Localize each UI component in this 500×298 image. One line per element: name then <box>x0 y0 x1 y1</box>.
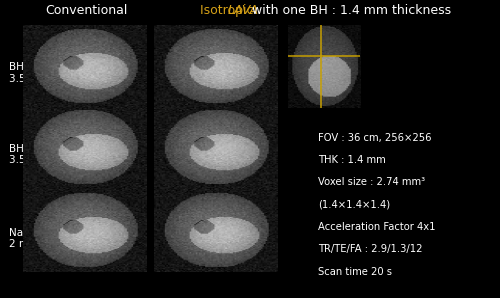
Text: BH
3.5 mm: BH 3.5 mm <box>8 144 49 165</box>
Text: AIR: AIR <box>340 95 357 105</box>
Text: Scan time 20 s: Scan time 20 s <box>318 267 392 277</box>
Text: Voxel size : 2.74 mm³: Voxel size : 2.74 mm³ <box>318 177 426 187</box>
Text: AIR: AIR <box>258 94 275 104</box>
Text: Nav
2 mm: Nav 2 mm <box>8 228 39 249</box>
Text: Acceleration Factor 4x1: Acceleration Factor 4x1 <box>318 222 436 232</box>
Text: AIR: AIR <box>258 257 275 268</box>
Text: FOV : 36 cm, 256×256: FOV : 36 cm, 256×256 <box>318 133 432 143</box>
Text: Isotropic: Isotropic <box>200 4 262 16</box>
Text: LAVA: LAVA <box>228 4 258 16</box>
Text: THK : 1.4 mm: THK : 1.4 mm <box>318 155 386 165</box>
Text: (1.4×1.4×1.4): (1.4×1.4×1.4) <box>318 200 390 210</box>
Text: AIR: AIR <box>258 175 275 185</box>
Text: Conventional: Conventional <box>45 4 128 16</box>
Text: TR/TE/FA : 2.9/1.3/12: TR/TE/FA : 2.9/1.3/12 <box>318 244 423 254</box>
Text: with one BH : 1.4 mm thickness: with one BH : 1.4 mm thickness <box>248 4 452 16</box>
Text: BH
3.5 mm: BH 3.5 mm <box>8 62 49 84</box>
